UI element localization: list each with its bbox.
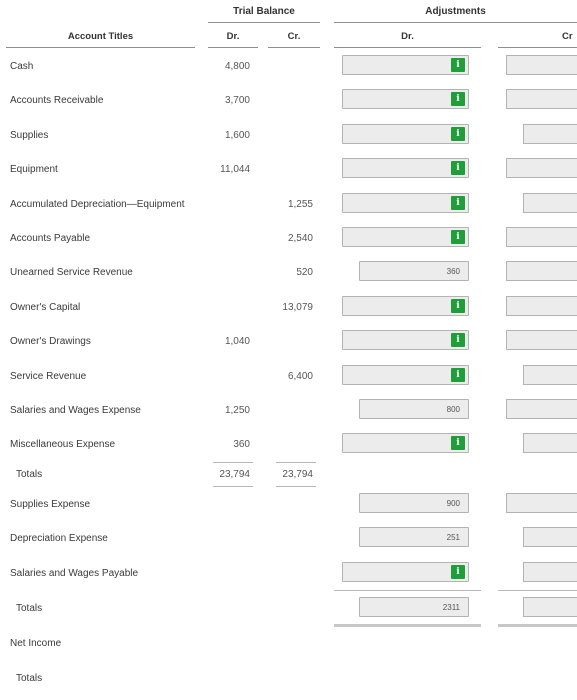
tb-cr-total-rule-top xyxy=(276,462,316,463)
account-title: Accumulated Depreciation—Equipment xyxy=(10,199,185,210)
adj-dr-input[interactable]: i xyxy=(342,55,469,75)
adj-cr-input[interactable] xyxy=(506,227,577,247)
tb-dr-value: 4,800 xyxy=(224,61,250,72)
header-rule-adj-cr xyxy=(498,47,577,48)
tb-cr-value: 2,540 xyxy=(287,233,313,244)
adj-dr-input[interactable]: i xyxy=(342,365,469,385)
trial-balance-header: Trial Balance xyxy=(233,6,295,17)
adj-cr-input[interactable] xyxy=(523,365,577,385)
account-title: Salaries and Wages Payable xyxy=(10,568,139,579)
totals-label: Totals xyxy=(16,469,43,480)
adj-dr-total-field[interactable]: 2311 xyxy=(359,597,469,617)
adj-dr-input[interactable]: i xyxy=(342,193,469,213)
tb-cr-header: Cr. xyxy=(287,31,301,42)
account-title: Owner's Drawings xyxy=(10,336,91,347)
adj-cr-input[interactable] xyxy=(523,193,577,213)
adj-dr-input[interactable]: i xyxy=(342,227,469,247)
info-icon[interactable]: i xyxy=(451,436,465,450)
account-title: Service Revenue xyxy=(10,371,87,382)
adj-dr-input[interactable]: 360 xyxy=(359,261,469,281)
tb-dr-value: 360 xyxy=(233,439,250,450)
tb-dr-value: 11,044 xyxy=(220,164,250,175)
tb-cr-total-rule xyxy=(276,486,316,487)
adj-cr-input[interactable] xyxy=(506,89,577,109)
info-icon[interactable]: i xyxy=(451,58,465,72)
account-title: Cash xyxy=(10,61,34,72)
account-title: Salaries and Wages Expense xyxy=(10,405,141,416)
adj-dr-input[interactable]: i xyxy=(342,124,469,144)
adj-cr-input[interactable] xyxy=(506,158,577,178)
account-titles-header: Account Titles xyxy=(67,31,134,42)
info-icon[interactable]: i xyxy=(451,565,465,579)
info-icon[interactable]: i xyxy=(451,161,465,175)
adj-cr-input[interactable] xyxy=(506,330,577,350)
adj-dr-input[interactable]: 800 xyxy=(359,399,469,419)
adj-dr-input[interactable]: i xyxy=(342,433,469,453)
net-income-label: Net Income xyxy=(10,638,62,649)
info-icon[interactable]: i xyxy=(451,92,465,106)
account-title: Depreciation Expense xyxy=(10,533,108,544)
adj-dr-input[interactable]: 900 xyxy=(359,493,469,513)
adj-cr-input[interactable] xyxy=(523,124,577,144)
adj-dr-header: Dr. xyxy=(401,31,414,42)
tb-dr-total-rule-top xyxy=(213,462,253,463)
account-title: Equipment xyxy=(10,164,58,175)
adj-dr-double-rule xyxy=(334,624,481,627)
tb-cr-value: 6,400 xyxy=(287,371,313,382)
adj-cr-input[interactable] xyxy=(506,296,577,316)
tb-cr-value: 520 xyxy=(296,267,313,278)
tb-dr-value: 1,250 xyxy=(224,405,250,416)
info-icon[interactable]: i xyxy=(451,127,465,141)
info-icon[interactable]: i xyxy=(451,230,465,244)
adj-cr-input[interactable] xyxy=(523,527,577,547)
tb-cr-value: 1,255 xyxy=(287,199,313,210)
info-icon[interactable]: i xyxy=(451,196,465,210)
adj-dr-input[interactable]: i xyxy=(342,296,469,316)
adj-cr-input[interactable] xyxy=(523,562,577,582)
info-icon[interactable]: i xyxy=(451,368,465,382)
adj-dr-input[interactable]: i xyxy=(342,158,469,178)
adj-cr-total-field[interactable] xyxy=(523,597,577,617)
tb-cr-total: 23,794 xyxy=(282,469,313,480)
tb-dr-total: 23,794 xyxy=(219,469,250,480)
info-icon[interactable]: i xyxy=(451,299,465,313)
adj-cr-input[interactable] xyxy=(506,493,577,513)
totals-label-2: Totals xyxy=(16,603,43,614)
adjustments-header: Adjustments xyxy=(425,6,486,17)
adj-dr-total-rule-top xyxy=(334,590,481,591)
header-rule-tb-dr xyxy=(208,47,258,48)
account-title: Owner's Capital xyxy=(10,302,81,313)
account-title: Supplies Expense xyxy=(10,499,91,510)
header-rule-tb-cr xyxy=(268,47,320,48)
adj-cr-double-rule xyxy=(498,624,577,627)
tb-dr-value: 3,700 xyxy=(224,95,250,106)
header-rule-adj-dr xyxy=(334,47,481,48)
adj-dr-input[interactable]: 251 xyxy=(359,527,469,547)
totals-label-3: Totals xyxy=(16,673,43,684)
adj-dr-input[interactable]: i xyxy=(342,562,469,582)
tb-cr-value: 13,079 xyxy=(282,302,313,313)
adj-cr-input[interactable] xyxy=(506,261,577,281)
account-title: Miscellaneous Expense xyxy=(10,439,116,450)
tb-dr-value: 1,040 xyxy=(224,336,250,347)
adj-cr-input[interactable] xyxy=(506,399,577,419)
account-title: Supplies xyxy=(10,130,49,141)
account-title: Accounts Payable xyxy=(10,233,91,244)
account-title: Unearned Service Revenue xyxy=(10,267,133,278)
tb-dr-total-rule xyxy=(213,486,253,487)
account-title: Accounts Receivable xyxy=(10,95,104,106)
adj-cr-input[interactable] xyxy=(523,433,577,453)
adj-cr-total-rule-top xyxy=(498,590,577,591)
tb-dr-value: 1,600 xyxy=(224,130,250,141)
adjustments-header-rule xyxy=(334,22,577,23)
adj-dr-input[interactable]: i xyxy=(342,330,469,350)
trial-balance-header-rule xyxy=(208,22,320,23)
adj-cr-input[interactable] xyxy=(506,55,577,75)
info-icon[interactable]: i xyxy=(451,333,465,347)
adj-cr-header: Cr xyxy=(562,31,573,42)
tb-dr-header: Dr. xyxy=(226,31,240,42)
header-rule-titles xyxy=(6,47,195,48)
adj-dr-input[interactable]: i xyxy=(342,89,469,109)
